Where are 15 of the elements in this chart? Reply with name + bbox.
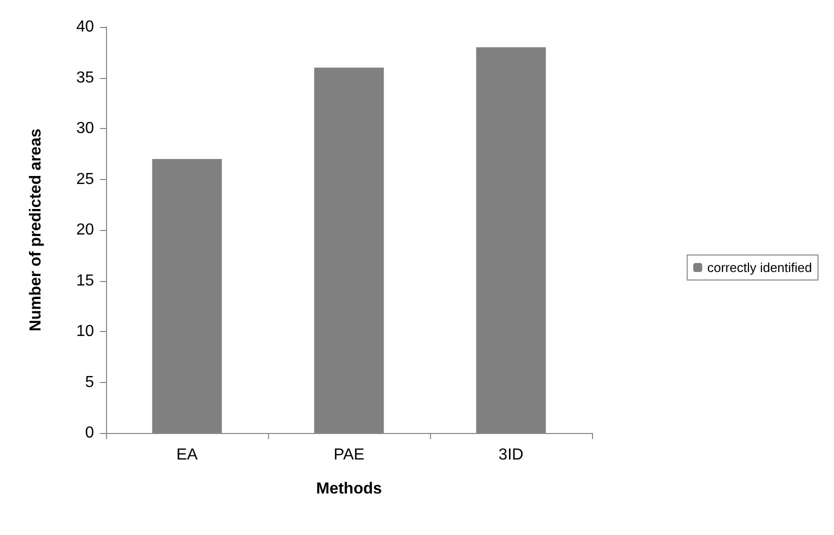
y-tick-label: 30 [76,120,94,137]
x-axis-title: Methods [316,480,382,498]
y-tick-label: 40 [76,18,94,36]
legend-label: correctly identified [707,260,812,275]
x-tick-label: EA [176,446,198,464]
y-tick-label: 10 [76,323,94,340]
y-tick-label: 5 [85,374,94,391]
x-tick-label: PAE [334,446,364,464]
y-tick-label: 0 [85,424,94,442]
y-tick-label: 35 [76,69,94,86]
y-tick-label: 20 [76,222,94,238]
y-tick-label: 25 [76,170,94,188]
y-axis-title: Number of predicted areas [28,128,44,332]
y-tick-label: 15 [76,272,94,290]
x-tick-label: 3ID [498,446,524,464]
